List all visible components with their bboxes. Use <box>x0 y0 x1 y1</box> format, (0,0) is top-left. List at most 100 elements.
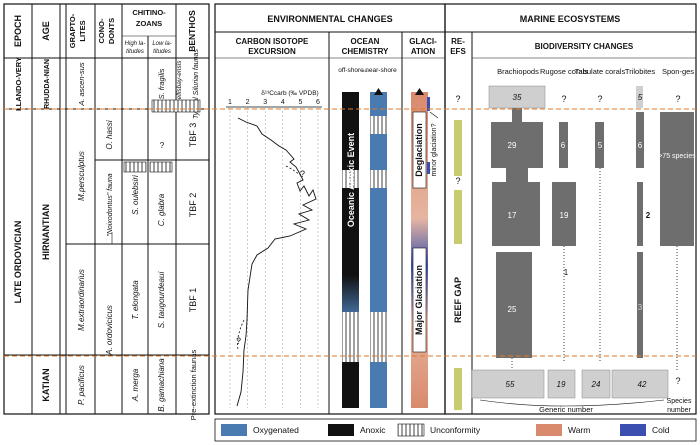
age-katian: KATIAN <box>41 368 51 401</box>
chit-elongata: T. elongata <box>131 280 140 320</box>
benthos-tbf3: TBF 3 <box>188 123 198 148</box>
benthos-silurian: Typical Silurian faunas <box>193 49 200 119</box>
header-conodonts-1: CONO- <box>97 18 106 44</box>
group-rugose: Rugose corals <box>540 67 588 76</box>
brach-35: 35 <box>513 93 522 102</box>
cono-noixodontus: "Noixodontus" fauna <box>107 173 114 236</box>
reef-gap: REEF GAP <box>453 277 463 323</box>
glaciation-minor: minor glaciation? <box>431 123 438 176</box>
reefs-title-1: RE- <box>451 37 465 46</box>
header-conodonts-2: DONTS <box>107 18 116 44</box>
marine-ecosystems-panel: MARINE ECOSYSTEMS RE- EFS BIODIVERSITY C… <box>444 3 697 415</box>
chit-fragilis: S. fragilis <box>157 68 166 99</box>
legend: Oxygenated Anoxic Unconformity Warm Cold <box>214 418 697 442</box>
carbon-axis-label: δ¹³Ccarb (‰ VPDB) <box>261 90 318 97</box>
group-trilobites: Trilobites <box>625 67 655 76</box>
epoch-late-ordovician: LATE ORDOVICIAN <box>13 221 23 304</box>
legend-warm: Warm <box>568 425 590 435</box>
header-chitinozoans-1: CHITINO- <box>132 8 166 17</box>
tabulate-24: 24 <box>591 380 601 389</box>
ocean-title-1: OCEAN <box>351 37 380 46</box>
cono-ordovicicus: A. ordovicicus <box>105 305 114 356</box>
sponge-question: ? <box>675 94 680 104</box>
benthos-preextinction: Pre-extinction faunas <box>189 350 198 421</box>
carbon-isotope-curve <box>236 117 317 407</box>
carbon-title-2: EXCURSION <box>248 47 296 56</box>
legend-oxygenated-swatch <box>221 424 247 436</box>
unconformity-hatch <box>370 170 387 188</box>
unconformity-hatch <box>149 161 173 173</box>
brach-25: 25 <box>508 305 517 314</box>
svg-text:?: ? <box>597 94 602 104</box>
sponge-75: >75 species <box>658 153 696 160</box>
legend-unconformity-swatch <box>397 423 425 437</box>
age-rhuddanian: RHUDDA-NIAN <box>44 59 51 109</box>
chit-glabra: C. glabra <box>157 193 166 226</box>
legend-oxygenated: Oxygenated <box>253 425 299 435</box>
species-label-1: Species <box>667 398 692 405</box>
header-low-lat-1: Low la- <box>152 41 171 47</box>
glaciation-major: Major Glaciation <box>414 265 424 335</box>
svg-text:?: ? <box>455 176 460 186</box>
rugose-1: 1 <box>564 268 569 277</box>
carbon-tick-label: 4 <box>281 99 285 106</box>
trilo-3: 3 <box>638 303 643 312</box>
legend-cold: Cold <box>652 425 670 435</box>
header-graptolites-1: GRAPTO- <box>68 13 77 48</box>
header-age: AGE <box>41 21 51 41</box>
brach-17: 17 <box>508 211 517 220</box>
legend-anoxic-swatch <box>328 424 354 436</box>
trilo-6: 6 <box>638 141 643 150</box>
legend-warm-swatch <box>536 424 562 436</box>
reef-bar <box>454 368 462 410</box>
biodiversity-title: BIODIVERSITY CHANGES <box>535 42 634 51</box>
ocean-offshore: off-shore <box>338 67 364 74</box>
group-sponges: Spon-ges <box>662 67 694 76</box>
unconformity-hatch <box>123 161 147 173</box>
unconformity-hatch <box>342 312 359 362</box>
header-high-lat-2: titudes <box>126 49 144 55</box>
svg-text:?: ? <box>455 94 460 104</box>
trilo-5: 5 <box>638 93 643 102</box>
grapt-pacificus: P. pacificus <box>77 365 86 405</box>
glaciation-deglaciation: Deglaciation <box>414 123 424 177</box>
carbon-ticks: 1 2 3 4 5 6 <box>228 99 320 106</box>
legend-cold-swatch <box>620 424 646 436</box>
carbon-question: ? <box>300 169 305 179</box>
unconformity-hatch <box>370 312 387 362</box>
group-tabulate: Tabulate corals <box>575 67 626 76</box>
cono-hassi: O. hassi <box>105 120 114 150</box>
generic-number-label: Generic number <box>539 405 593 414</box>
trilo-42: 42 <box>638 380 647 389</box>
header-graptolites-2: LITES <box>78 20 87 41</box>
trilo-2: 2 <box>646 211 651 220</box>
tabulate-5: 5 <box>598 141 603 150</box>
header-epoch: EPOCH <box>13 15 23 47</box>
header-chitinozoans-2: ZOANS <box>136 19 162 28</box>
grapt-persculptus: M.persculptus <box>77 151 86 201</box>
ocean-nearshore: near-shore <box>365 67 397 74</box>
svg-text:?: ? <box>561 94 566 104</box>
benthos-tbf1: TBF 1 <box>188 288 198 313</box>
chit-gamachiana: B. gamachiana <box>157 358 166 412</box>
grapt-extraordinarius: M.extraordinarius <box>77 269 86 331</box>
reefs-title-2: EFS <box>450 47 466 56</box>
chit-question: ? <box>160 141 165 150</box>
rugose-6: 6 <box>561 141 566 150</box>
carbon-question: ? <box>236 336 241 346</box>
carbon-tick-label: 3 <box>263 99 267 106</box>
header-high-lat-1: High la- <box>125 41 146 47</box>
brach-29: 29 <box>508 141 517 150</box>
ocean-title-2: CHEMISTRY <box>342 47 389 56</box>
legend-anoxic: Anoxic <box>360 425 386 435</box>
unconformity-hatch <box>151 99 201 113</box>
chit-ellisbayensis: A. ellisbay-ensis <box>176 60 183 109</box>
ocean-anoxic-event: Oceanic Anoxic Event <box>346 133 356 227</box>
carbon-title-1: CARBON ISOTOPE <box>236 37 309 46</box>
unconformity-hatch <box>370 116 387 134</box>
carbon-tick-label: 6 <box>316 99 320 106</box>
svg-text:⇔: ⇔ <box>361 66 369 75</box>
carbon-tick-label: 1 <box>228 99 232 106</box>
